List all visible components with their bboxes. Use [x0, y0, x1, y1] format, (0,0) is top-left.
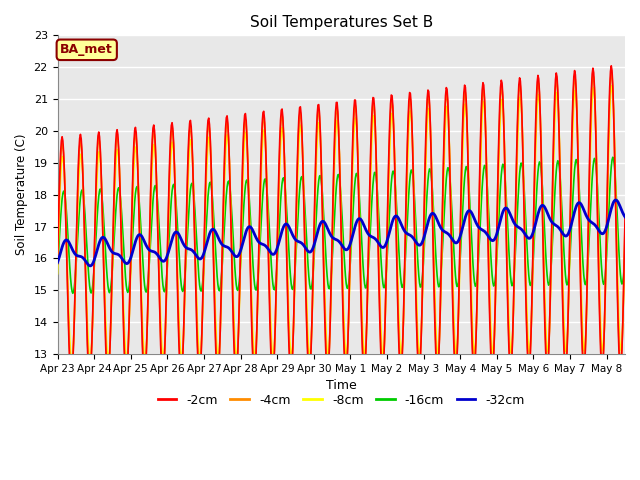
-4cm — [56, 178, 63, 184]
-32cm — [134, 233, 141, 239]
-32cm — [612, 197, 620, 203]
-2cm — [67, 376, 75, 382]
-16cm — [609, 155, 616, 160]
-16cm — [134, 186, 141, 192]
-16cm — [461, 168, 469, 173]
-16cm — [476, 244, 483, 250]
-8cm — [54, 271, 61, 276]
-8cm — [296, 122, 304, 128]
-32cm — [318, 219, 326, 225]
X-axis label: Time: Time — [326, 379, 356, 393]
-8cm — [461, 101, 469, 107]
Line: -2cm: -2cm — [58, 66, 625, 379]
-8cm — [608, 83, 616, 88]
-16cm — [296, 179, 304, 185]
-32cm — [461, 214, 469, 220]
-4cm — [134, 164, 141, 170]
Line: -32cm: -32cm — [58, 200, 625, 266]
-8cm — [476, 219, 483, 225]
-16cm — [56, 228, 63, 233]
-8cm — [134, 167, 141, 172]
-4cm — [318, 180, 326, 185]
-32cm — [54, 260, 61, 265]
-16cm — [69, 290, 77, 296]
-2cm — [476, 197, 483, 203]
Line: -16cm: -16cm — [58, 157, 625, 293]
-2cm — [56, 169, 63, 175]
Line: -8cm: -8cm — [58, 85, 625, 360]
-2cm — [318, 183, 326, 189]
-32cm — [56, 252, 63, 258]
-4cm — [67, 370, 75, 376]
-4cm — [607, 70, 615, 75]
-8cm — [318, 175, 326, 181]
Legend: -2cm, -4cm, -8cm, -16cm, -32cm: -2cm, -4cm, -8cm, -16cm, -32cm — [153, 389, 530, 412]
-2cm — [54, 256, 61, 262]
-8cm — [68, 357, 76, 362]
-4cm — [54, 261, 61, 267]
-4cm — [476, 205, 483, 211]
-32cm — [296, 240, 304, 245]
-2cm — [134, 164, 141, 170]
-16cm — [54, 266, 61, 272]
-2cm — [607, 63, 615, 69]
Y-axis label: Soil Temperature (C): Soil Temperature (C) — [15, 134, 28, 255]
-2cm — [461, 84, 469, 90]
-8cm — [56, 195, 63, 201]
Title: Soil Temperatures Set B: Soil Temperatures Set B — [250, 15, 433, 30]
Line: -4cm: -4cm — [58, 72, 625, 373]
-4cm — [296, 110, 304, 116]
-4cm — [621, 221, 629, 227]
-32cm — [476, 225, 483, 230]
-16cm — [318, 183, 326, 189]
-32cm — [86, 263, 94, 269]
-32cm — [621, 214, 629, 220]
-8cm — [621, 234, 629, 240]
-4cm — [461, 89, 469, 95]
-2cm — [621, 214, 629, 220]
-16cm — [621, 251, 629, 256]
-2cm — [296, 104, 304, 110]
Text: BA_met: BA_met — [60, 43, 113, 56]
